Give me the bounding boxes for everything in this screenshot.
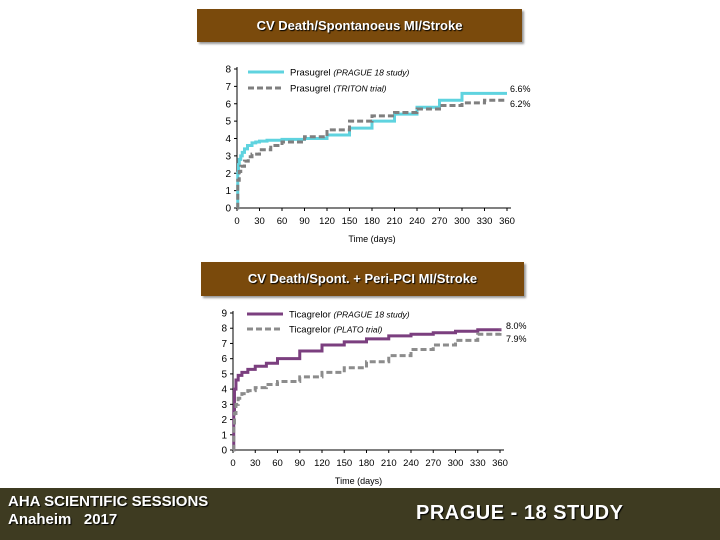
legend-drug: Ticagrelor bbox=[289, 325, 334, 336]
y-tick-label: 6 bbox=[225, 99, 231, 110]
conference-name: AHA SCIENTIFIC SESSIONS bbox=[8, 493, 209, 510]
x-tick-label: 180 bbox=[359, 458, 375, 469]
y-tick-label: 1 bbox=[225, 186, 231, 197]
y-tick-label: 5 bbox=[221, 369, 227, 380]
y-tick-label: 2 bbox=[221, 415, 227, 426]
y-tick-label: 9 bbox=[221, 309, 227, 320]
x-tick-label: 0 bbox=[234, 216, 239, 227]
x-axis-label: Time (days) bbox=[348, 234, 395, 244]
legend-drug: Prasugrel bbox=[290, 68, 333, 79]
x-tick-label: 30 bbox=[250, 458, 261, 469]
x-tick-label: 150 bbox=[336, 458, 352, 469]
y-tick-label: 7 bbox=[221, 339, 227, 350]
x-tick-label: 240 bbox=[403, 458, 419, 469]
end-value-label: 8.0% bbox=[506, 321, 527, 331]
legend-source: (TRITON trial) bbox=[333, 84, 386, 94]
end-value-label: 7.9% bbox=[506, 334, 527, 344]
chart-1-title: CV Death/Spontanoeus MI/Stroke bbox=[197, 9, 522, 42]
y-tick-label: 5 bbox=[225, 117, 231, 128]
x-tick-label: 360 bbox=[499, 216, 515, 227]
y-tick-label: 3 bbox=[225, 151, 231, 162]
y-tick-label: 3 bbox=[221, 400, 227, 411]
series-line-1 bbox=[232, 328, 502, 452]
legend-source: (PRAGUE 18 study) bbox=[333, 68, 409, 78]
x-tick-label: 270 bbox=[432, 216, 448, 227]
x-tick-label: 210 bbox=[381, 458, 397, 469]
x-tick-label: 300 bbox=[448, 458, 464, 469]
study-name: PRAGUE - 18 STUDY bbox=[416, 502, 624, 524]
x-tick-label: 0 bbox=[230, 458, 235, 469]
x-tick-label: 150 bbox=[342, 216, 358, 227]
series-line-2 bbox=[236, 98, 507, 210]
x-tick-label: 360 bbox=[492, 458, 508, 469]
conference-info: AHA SCIENTIFIC SESSIONS Anaheim 2017 bbox=[8, 493, 208, 529]
x-tick-label: 120 bbox=[319, 216, 335, 227]
end-value-label: 6.2% bbox=[510, 99, 531, 109]
y-tick-label: 0 bbox=[225, 204, 231, 215]
x-tick-label: 60 bbox=[277, 216, 288, 227]
legend-label: Ticagrelor (PLATO trial) bbox=[289, 325, 383, 336]
x-tick-label: 180 bbox=[364, 216, 380, 227]
y-tick-label: 1 bbox=[221, 430, 227, 441]
y-tick-label: 7 bbox=[225, 82, 231, 93]
legend-label: Prasugrel (TRITON trial) bbox=[290, 84, 387, 95]
x-tick-label: 240 bbox=[409, 216, 425, 227]
legend-label: Prasugrel (PRAGUE 18 study) bbox=[290, 68, 410, 79]
x-tick-label: 120 bbox=[314, 458, 330, 469]
x-tick-label: 300 bbox=[454, 216, 470, 227]
legend-drug: Ticagrelor bbox=[289, 310, 334, 321]
x-axis-label: Time (days) bbox=[335, 476, 382, 486]
x-tick-label: 90 bbox=[299, 216, 310, 227]
y-tick-label: 4 bbox=[221, 385, 227, 396]
x-tick-label: 60 bbox=[272, 458, 283, 469]
x-tick-label: 90 bbox=[294, 458, 305, 469]
x-tick-label: 270 bbox=[425, 458, 441, 469]
y-tick-label: 6 bbox=[221, 354, 227, 365]
conference-location: Anaheim 2017 bbox=[8, 511, 118, 528]
y-tick-label: 2 bbox=[225, 169, 231, 180]
y-tick-label: 4 bbox=[225, 134, 231, 145]
chart-2-title: CV Death/Spont. + Peri-PCI MI/Stroke bbox=[201, 262, 524, 296]
y-tick-label: 8 bbox=[221, 324, 227, 335]
x-tick-label: 330 bbox=[477, 216, 493, 227]
legend-drug: Prasugrel bbox=[290, 84, 333, 95]
end-value-label: 6.6% bbox=[510, 84, 531, 94]
x-tick-label: 210 bbox=[387, 216, 403, 227]
footer-bar: AHA SCIENTIFIC SESSIONS Anaheim 2017 PRA… bbox=[0, 488, 720, 540]
y-tick-label: 8 bbox=[225, 65, 231, 76]
series-line-1 bbox=[236, 91, 507, 210]
legend-source: (PRAGUE 18 study) bbox=[334, 310, 410, 320]
legend-label: Ticagrelor (PRAGUE 18 study) bbox=[289, 310, 410, 321]
legend-source: (PLATO trial) bbox=[334, 325, 383, 335]
x-tick-label: 30 bbox=[254, 216, 265, 227]
x-tick-label: 330 bbox=[470, 458, 486, 469]
y-tick-label: 0 bbox=[221, 446, 227, 457]
series-line-2 bbox=[232, 329, 502, 452]
